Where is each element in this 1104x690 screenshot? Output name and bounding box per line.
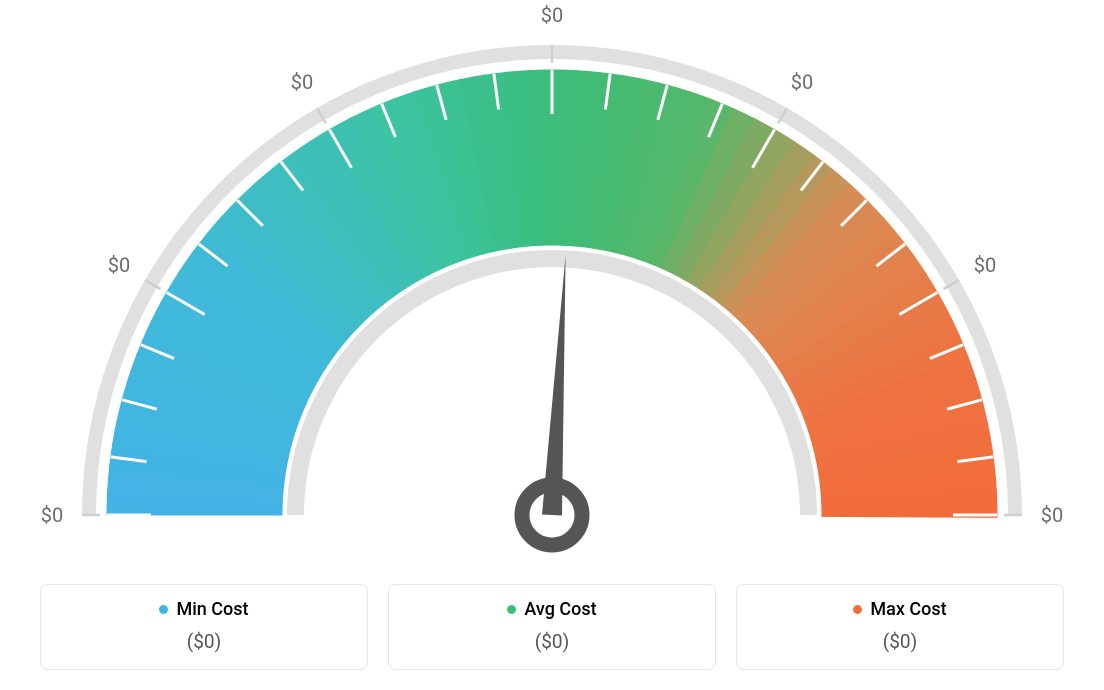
legend-dot-avg — [507, 605, 516, 614]
legend-dot-min — [159, 605, 168, 614]
gauge-tick-label: $0 — [291, 70, 313, 94]
gauge-tick-label: $0 — [108, 253, 130, 277]
legend-label-min: Min Cost — [176, 599, 248, 620]
legend-card-avg: Avg Cost ($0) — [388, 584, 716, 670]
legend-value-min: ($0) — [53, 630, 355, 653]
legend-label-max: Max Cost — [870, 599, 946, 620]
legend-card-min: Min Cost ($0) — [40, 584, 368, 670]
gauge-tick-label: $0 — [541, 3, 563, 27]
legend-dot-max — [853, 605, 862, 614]
legend-card-max: Max Cost ($0) — [736, 584, 1064, 670]
legend-label-avg: Avg Cost — [524, 599, 596, 620]
legend-value-avg: ($0) — [401, 630, 703, 653]
gauge-svg — [0, 0, 1104, 560]
gauge-tick-label: $0 — [791, 70, 813, 94]
legend-value-max: ($0) — [749, 630, 1051, 653]
gauge-tick-label: $0 — [1041, 503, 1063, 527]
legend-row: Min Cost ($0) Avg Cost ($0) Max Cost ($0… — [40, 584, 1064, 670]
gauge-tick-label: $0 — [974, 253, 996, 277]
cost-gauge: $0 $0 $0 $0 $0 $0 $0 — [0, 0, 1104, 560]
gauge-tick-label: $0 — [41, 503, 63, 527]
